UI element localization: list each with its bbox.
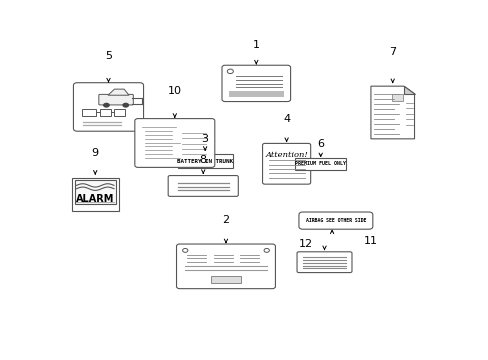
FancyBboxPatch shape [168, 176, 238, 196]
Bar [177, 154, 232, 168]
Text: 11: 11 [364, 236, 378, 246]
Text: 4: 4 [283, 114, 289, 123]
Text: BATTERY IN TRUNK: BATTERY IN TRUNK [177, 158, 233, 163]
FancyBboxPatch shape [262, 143, 310, 184]
Bar [114, 109, 125, 116]
Text: Attention!: Attention! [264, 151, 307, 159]
Text: 1: 1 [252, 40, 259, 50]
Polygon shape [370, 86, 414, 139]
FancyBboxPatch shape [73, 83, 143, 131]
Text: 3: 3 [201, 134, 208, 144]
Bar [391, 94, 402, 102]
Text: 5: 5 [105, 51, 112, 61]
FancyBboxPatch shape [135, 118, 214, 167]
Text: 10: 10 [167, 86, 182, 96]
Bar [71, 177, 119, 211]
FancyBboxPatch shape [222, 65, 290, 102]
Text: 9: 9 [91, 148, 99, 158]
Bar [100, 109, 110, 116]
Bar [210, 276, 241, 283]
FancyBboxPatch shape [298, 212, 372, 229]
FancyBboxPatch shape [176, 244, 275, 289]
FancyBboxPatch shape [296, 252, 351, 273]
Circle shape [103, 103, 110, 108]
Text: 7: 7 [388, 47, 395, 57]
Text: PREMIUM FUEL ONLY: PREMIUM FUEL ONLY [295, 161, 346, 166]
Polygon shape [403, 86, 414, 94]
FancyBboxPatch shape [99, 94, 133, 105]
Bar [228, 91, 283, 97]
Bar [75, 180, 116, 204]
Bar [295, 158, 346, 170]
Text: 12: 12 [298, 239, 312, 249]
Text: 8: 8 [199, 155, 206, 165]
Polygon shape [108, 89, 129, 95]
Text: ALARM: ALARM [76, 194, 114, 204]
Text: AIRBAG SEE OTHER SIDE: AIRBAG SEE OTHER SIDE [305, 218, 366, 223]
Bar [81, 109, 96, 116]
Text: 2: 2 [222, 215, 229, 225]
Circle shape [122, 103, 129, 108]
Text: 6: 6 [317, 139, 324, 149]
